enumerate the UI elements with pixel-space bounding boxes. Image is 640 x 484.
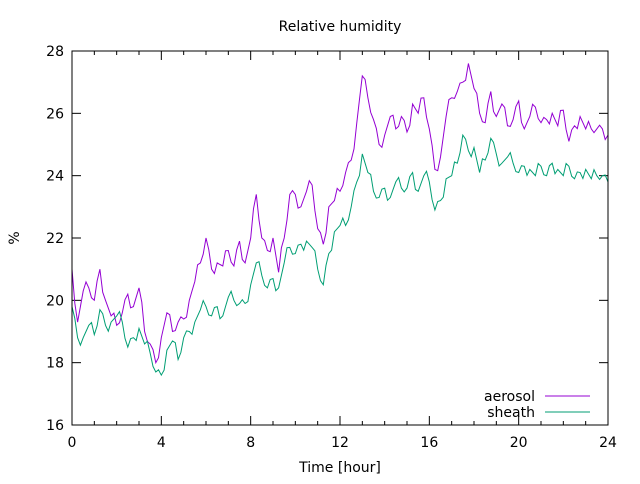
y-tick-label: 22 — [46, 231, 64, 247]
series-line-sheath — [71, 133, 609, 377]
y-tick-label: 26 — [46, 106, 64, 122]
x-tick-label: 8 — [246, 435, 255, 451]
y-tick-label: 18 — [46, 356, 64, 372]
legend-label-aerosol: aerosol — [484, 389, 535, 405]
x-tick-label: 4 — [157, 435, 166, 451]
plot-frame — [71, 50, 609, 426]
x-tick-label: 12 — [331, 435, 349, 451]
y-tick-label: 28 — [46, 44, 64, 60]
y-tick-label: 24 — [46, 169, 64, 185]
legend-label-sheath: sheath — [487, 405, 535, 421]
chart-title: Relative humidity — [279, 19, 402, 35]
series-line-aerosol — [71, 63, 609, 365]
x-tick-label: 16 — [420, 435, 438, 451]
x-tick-label: 20 — [510, 435, 528, 451]
x-tick-label: 0 — [68, 435, 77, 451]
y-axis-label: % — [7, 231, 23, 244]
x-tick-label: 24 — [599, 435, 617, 451]
y-tick-label: 16 — [46, 418, 64, 434]
x-axis-label: Time [hour] — [298, 460, 381, 476]
y-tick-label: 20 — [46, 293, 64, 309]
